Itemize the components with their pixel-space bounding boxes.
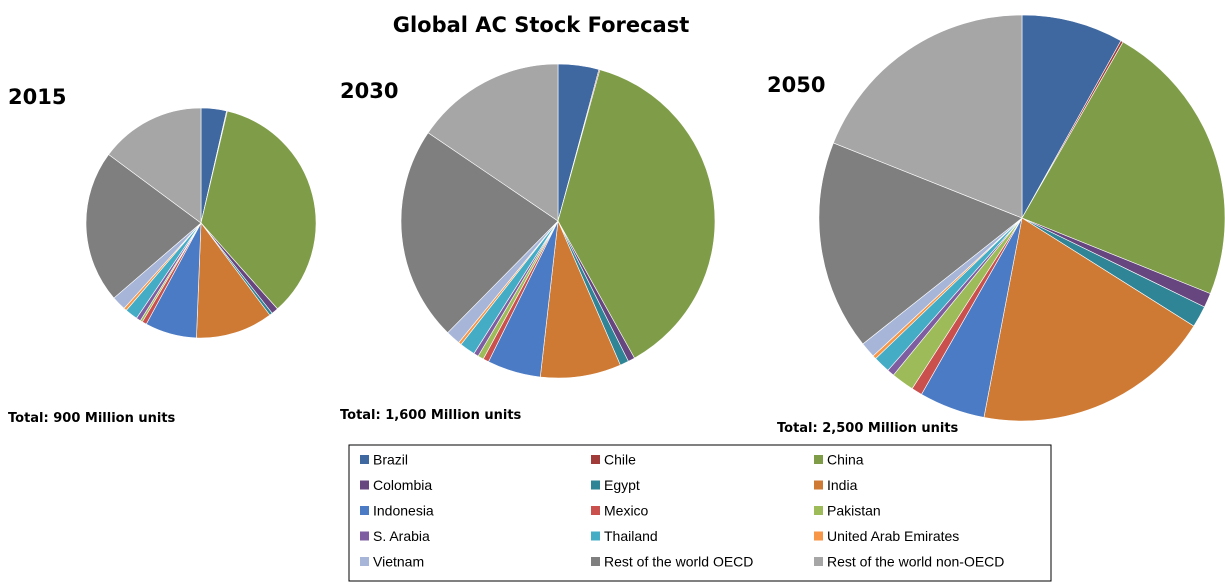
legend-label-brazil: Brazil xyxy=(373,452,408,468)
slice-2030-rest-of-the-world-non-oecd xyxy=(427,63,559,222)
legend-swatch-chile xyxy=(591,455,600,464)
legend-swatch-china xyxy=(814,455,823,464)
legend-label-pakistan: Pakistan xyxy=(827,503,881,519)
legend-swatch-rest-of-the-world-oecd xyxy=(591,557,600,566)
slice-2030-rest-of-the-world-oecd xyxy=(400,132,559,334)
slice-2050-rest-of-the-world-non-oecd xyxy=(833,14,1023,219)
legend-swatch-brazil xyxy=(360,455,369,464)
pie-2015 xyxy=(85,107,317,339)
slice-2030-china xyxy=(557,69,716,359)
total-label-2030: Total: 1,600 Million units xyxy=(340,408,522,423)
year-label-2030: 2030 xyxy=(340,79,398,103)
legend-label-thailand: Thailand xyxy=(604,528,658,544)
legend-label-egypt: Egypt xyxy=(604,477,640,493)
legend-label-s-arabia: S. Arabia xyxy=(373,528,430,544)
slice-2050-brazil xyxy=(1021,14,1122,220)
slice-2015-india xyxy=(196,222,271,339)
slice-2015-rest-of-the-world-non-oecd xyxy=(108,107,202,224)
legend-label-rest-of-the-world-oecd: Rest of the world OECD xyxy=(604,554,753,570)
legend-label-indonesia: Indonesia xyxy=(373,503,434,519)
legend-label-mexico: Mexico xyxy=(604,503,649,519)
legend: Brazil Chile China Colombia Egypt India Indone… xyxy=(360,452,1004,570)
chart-title: Global AC Stock Forecast xyxy=(393,13,690,37)
legend-swatch-vietnam xyxy=(360,557,369,566)
legend-swatch-egypt xyxy=(591,480,600,490)
pie-2050 xyxy=(818,14,1225,422)
total-label-2015: Total: 900 Million units xyxy=(8,411,176,426)
legend-label-china: China xyxy=(827,452,864,468)
legend-label-colombia: Colombia xyxy=(373,477,432,493)
total-label-2050: Total: 2,500 Million units xyxy=(777,421,959,436)
slice-2015-china xyxy=(200,110,317,310)
slice-2050-rest-of-the-world-oecd xyxy=(818,142,1023,345)
legend-swatch-india xyxy=(814,480,823,490)
legend-label-rest-of-the-world-non-oecd: Rest of the world non-OECD xyxy=(827,554,1004,570)
legend-box xyxy=(348,444,1052,582)
legend-swatch-colombia xyxy=(360,480,369,490)
legend-label-india: India xyxy=(827,477,858,493)
legend-label-chile: Chile xyxy=(604,452,636,468)
legend-swatch-rest-of-the-world-non-oecd xyxy=(814,557,823,566)
slice-2050-india xyxy=(983,217,1195,422)
legend-swatch-pakistan xyxy=(814,506,823,515)
year-label-2015: 2015 xyxy=(8,85,66,109)
legend-swatch-mexico xyxy=(591,506,600,515)
legend-label-vietnam: Vietnam xyxy=(373,554,424,570)
legend-label-united-arab-emirates: United Arab Emirates xyxy=(827,528,959,544)
legend-swatch-thailand xyxy=(591,531,600,541)
legend-swatch-s-arabia xyxy=(360,531,369,541)
legend-swatch-indonesia xyxy=(360,506,369,515)
slice-2015-rest-of-the-world-oecd xyxy=(85,154,202,299)
pie-2030 xyxy=(400,63,716,379)
legend-swatch-united-arab-emirates xyxy=(814,531,823,541)
slice-2050-china xyxy=(1021,41,1225,295)
year-label-2050: 2050 xyxy=(767,73,825,97)
